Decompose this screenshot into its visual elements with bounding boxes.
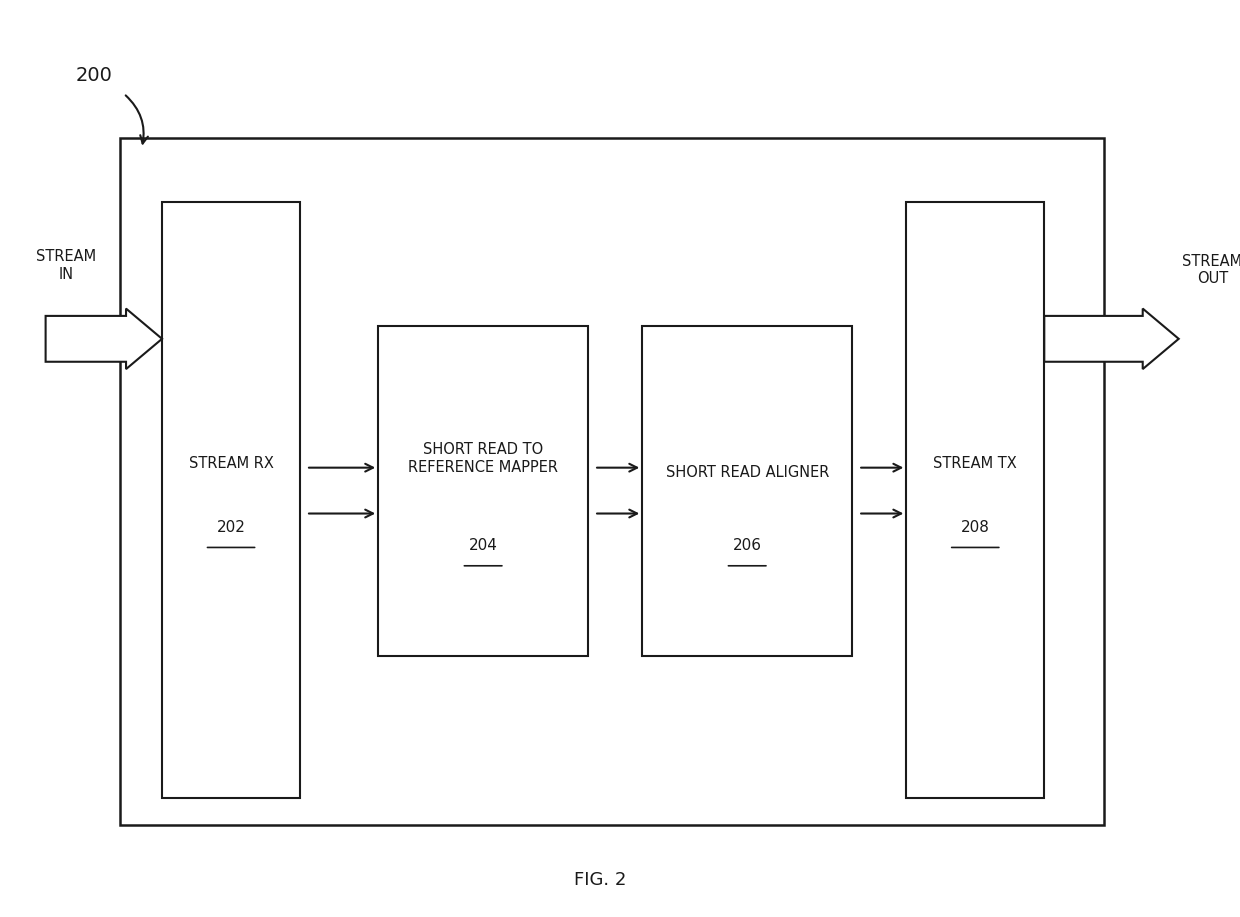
Text: SHORT READ ALIGNER: SHORT READ ALIGNER bbox=[666, 465, 828, 480]
Bar bbox=[906, 202, 1044, 798]
Text: SHORT READ TO
REFERENCE MAPPER: SHORT READ TO REFERENCE MAPPER bbox=[408, 442, 558, 475]
Text: 200: 200 bbox=[76, 66, 112, 84]
Polygon shape bbox=[46, 308, 162, 370]
Bar bbox=[378, 326, 588, 656]
Text: 204: 204 bbox=[469, 538, 497, 553]
Text: STREAM
OUT: STREAM OUT bbox=[1182, 254, 1240, 286]
Text: 206: 206 bbox=[733, 538, 761, 553]
Polygon shape bbox=[1044, 308, 1179, 370]
Text: STREAM RX: STREAM RX bbox=[188, 456, 274, 470]
Text: 208: 208 bbox=[961, 520, 990, 535]
Bar bbox=[642, 326, 852, 656]
Text: FIG. 2: FIG. 2 bbox=[574, 871, 626, 889]
Text: STREAM TX: STREAM TX bbox=[934, 456, 1017, 470]
Bar bbox=[162, 202, 300, 798]
Text: STREAM
IN: STREAM IN bbox=[36, 249, 95, 282]
Text: 202: 202 bbox=[217, 520, 246, 535]
Bar bbox=[120, 138, 1105, 825]
